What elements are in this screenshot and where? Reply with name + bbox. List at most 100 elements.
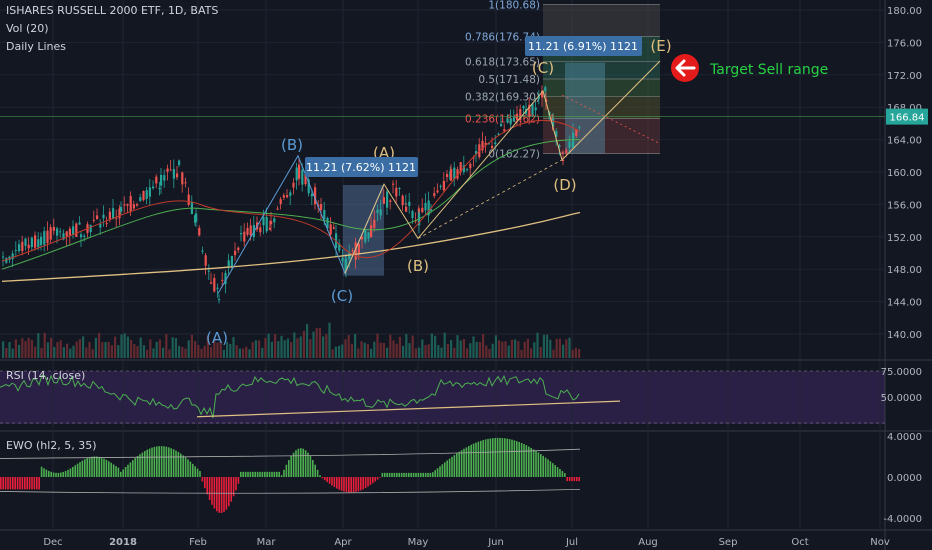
- ewo-histogram-bar: [36, 477, 38, 490]
- target-sell-label: Target Sell range: [709, 62, 828, 78]
- volume-bar: [347, 335, 350, 358]
- volume-bar: [197, 344, 200, 358]
- volume-bar: [152, 348, 155, 358]
- ewo-histogram-bar: [93, 456, 96, 477]
- candle-body: [52, 226, 55, 231]
- ewo-histogram-bar: [290, 455, 292, 477]
- ewo-histogram-bar: [76, 463, 79, 477]
- volume-bar: [222, 349, 225, 358]
- ewo-histogram-bar: [412, 472, 415, 477]
- candle-body: [49, 227, 52, 240]
- volume-bar: [136, 346, 139, 358]
- ewo-histogram-bar: [158, 446, 160, 477]
- ewo-histogram-bar: [417, 472, 420, 477]
- volume-bar: [366, 344, 369, 358]
- fib-level-label: 0.382(169.30): [465, 92, 540, 104]
- ewo-histogram-bar: [338, 477, 340, 490]
- volume-bar: [139, 337, 142, 358]
- ewo-histogram-bar: [319, 475, 321, 477]
- volume-bar: [107, 341, 110, 358]
- volume-bar: [440, 347, 443, 358]
- price-tick-label: 152.00: [887, 233, 922, 244]
- ewo-histogram-bar: [386, 472, 388, 477]
- candle-body: [24, 238, 27, 246]
- wave-label: (D): [553, 176, 576, 194]
- candle-body: [166, 168, 169, 172]
- candle-body: [450, 169, 453, 181]
- ewo-histogram-bar: [276, 471, 278, 477]
- candle-body: [132, 204, 135, 209]
- ewo-histogram-bar: [520, 443, 523, 477]
- candle-body: [500, 123, 503, 127]
- measure-tooltip-1-text: 11.21 (7.62%) 1121: [306, 161, 416, 174]
- candle-body: [276, 208, 279, 210]
- volume-bar: [181, 346, 184, 358]
- ewo-histogram-bar: [535, 450, 537, 477]
- candle-body: [289, 192, 292, 196]
- volume-bar: [379, 342, 382, 358]
- candle-body: [373, 219, 376, 229]
- candle-body: [83, 235, 86, 237]
- candle-body: [544, 87, 547, 92]
- candle-body: [56, 228, 59, 236]
- price-tick-label: 164.00: [887, 136, 922, 147]
- volume-bar: [574, 347, 577, 358]
- volume-bar: [82, 336, 85, 358]
- candle-body: [279, 199, 282, 205]
- ewo-histogram-bar: [254, 471, 256, 477]
- volume-bar: [8, 342, 11, 358]
- candle-body: [354, 242, 357, 260]
- ewo-histogram-bar: [434, 470, 436, 477]
- ewo-histogram-bar: [372, 477, 374, 484]
- ewo-histogram-bar: [218, 477, 220, 513]
- wave-label: (A): [206, 329, 228, 347]
- ewo-histogram-bar: [544, 457, 547, 477]
- volume-bar: [91, 349, 94, 358]
- ewo-histogram-bar: [103, 458, 105, 477]
- volume-bar: [258, 340, 261, 358]
- ewo-histogram-bar: [297, 448, 300, 477]
- candle-body: [163, 175, 166, 181]
- candle-body: [210, 282, 213, 284]
- volume-bar: [514, 339, 517, 358]
- volume-bar: [498, 340, 501, 358]
- candle-body: [534, 107, 537, 111]
- candle-body: [456, 169, 459, 179]
- candle-body: [72, 226, 75, 235]
- candle-body: [528, 104, 531, 118]
- volume-bar: [130, 340, 133, 358]
- candle-body: [329, 224, 332, 235]
- volume-bar: [14, 339, 17, 358]
- candle-body: [338, 243, 341, 251]
- volume-bar: [286, 338, 289, 358]
- ewo-histogram-bar: [278, 471, 280, 477]
- candle-body: [240, 233, 243, 235]
- volume-bar: [162, 347, 165, 358]
- volume-bar: [357, 348, 360, 358]
- candle-body: [243, 231, 246, 242]
- ewo-histogram-bar: [360, 477, 362, 491]
- ewo-histogram-bar: [554, 465, 556, 477]
- candle-body: [213, 277, 216, 292]
- candle-body: [408, 201, 411, 206]
- volume-bar: [533, 342, 536, 358]
- volume-bar: [120, 334, 123, 358]
- fib-level-label: 1(180.68): [488, 0, 540, 11]
- ewo-histogram-bar: [451, 456, 453, 477]
- volume-bar: [504, 341, 507, 358]
- candle-body: [237, 247, 240, 251]
- candle-body: [201, 250, 204, 252]
- ma-20-line: [1, 119, 581, 262]
- volume-bar: [110, 345, 113, 358]
- candle-body: [262, 216, 265, 226]
- candle-body: [541, 90, 544, 98]
- volume-bar: [546, 334, 549, 358]
- candle-body: [575, 129, 578, 137]
- volume-bar: [430, 333, 433, 358]
- volume-bar: [315, 328, 318, 358]
- volume-bar: [350, 343, 353, 358]
- candle-body: [249, 225, 252, 236]
- rsi-trendline: [196, 400, 621, 418]
- ewo-histogram-bar: [52, 472, 55, 477]
- volume-bar: [558, 338, 561, 358]
